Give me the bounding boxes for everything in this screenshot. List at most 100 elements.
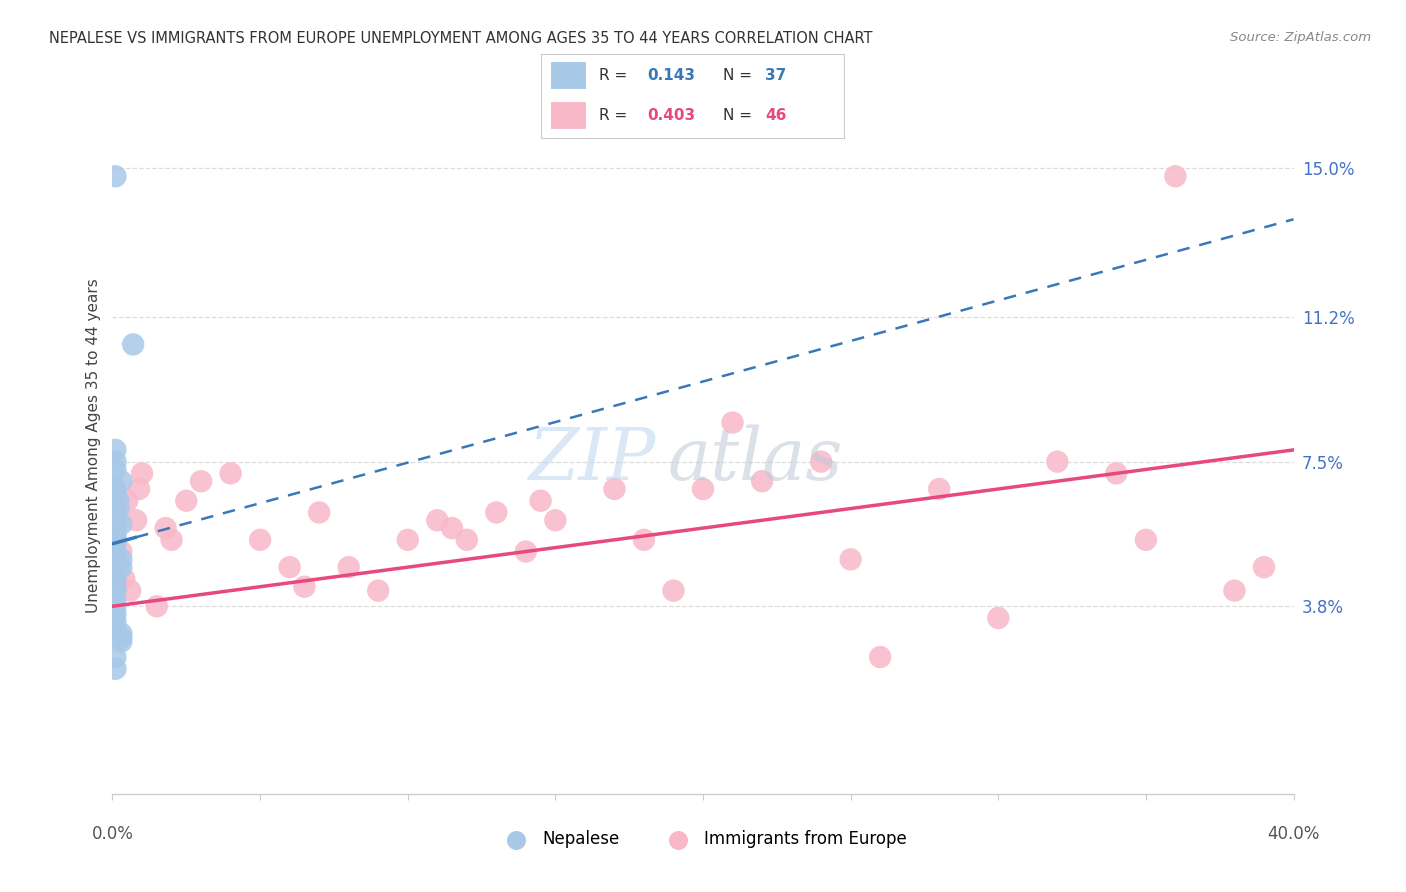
Point xyxy=(104,580,127,594)
Legend: Nepalese, Immigrants from Europe: Nepalese, Immigrants from Europe xyxy=(492,824,914,855)
Point xyxy=(292,580,315,594)
Point xyxy=(131,467,153,481)
Text: 0.143: 0.143 xyxy=(647,68,695,83)
Point xyxy=(104,529,127,543)
Point xyxy=(104,544,127,558)
Point xyxy=(122,337,145,351)
Point xyxy=(104,623,127,637)
Point xyxy=(367,583,389,598)
Point xyxy=(112,572,135,586)
Point xyxy=(146,599,169,614)
Point xyxy=(104,442,127,457)
Point xyxy=(104,568,127,582)
Point xyxy=(426,513,449,527)
FancyBboxPatch shape xyxy=(550,101,586,130)
Point xyxy=(104,169,127,184)
Point xyxy=(110,626,132,640)
Text: R =: R = xyxy=(599,108,627,123)
Point xyxy=(104,524,127,539)
Point xyxy=(110,552,132,566)
Point xyxy=(692,482,714,496)
Point xyxy=(104,572,127,586)
Point xyxy=(721,416,744,430)
Point xyxy=(117,493,138,508)
Point xyxy=(104,505,127,519)
Point xyxy=(104,615,127,629)
Point xyxy=(110,631,132,645)
Point xyxy=(104,599,127,614)
Text: R =: R = xyxy=(599,68,627,83)
Point xyxy=(485,505,508,519)
Point xyxy=(107,493,129,508)
Y-axis label: Unemployment Among Ages 35 to 44 years: Unemployment Among Ages 35 to 44 years xyxy=(86,278,101,614)
Point xyxy=(104,564,127,578)
Point xyxy=(110,474,132,488)
Point xyxy=(104,607,127,621)
Point xyxy=(107,560,129,574)
Point xyxy=(104,462,127,476)
Point xyxy=(1223,583,1246,598)
Point xyxy=(104,521,127,535)
Point xyxy=(104,455,127,469)
Point xyxy=(662,583,685,598)
Text: NEPALESE VS IMMIGRANTS FROM EUROPE UNEMPLOYMENT AMONG AGES 35 TO 44 YEARS CORREL: NEPALESE VS IMMIGRANTS FROM EUROPE UNEMP… xyxy=(49,31,873,46)
Point xyxy=(104,482,127,496)
Point xyxy=(1164,169,1187,184)
Point xyxy=(633,533,655,547)
Point xyxy=(104,533,127,547)
Point xyxy=(441,521,464,535)
Point xyxy=(104,537,127,551)
Point xyxy=(104,549,127,563)
Point xyxy=(308,505,330,519)
Point xyxy=(869,650,891,665)
Point xyxy=(107,501,129,516)
Text: 37: 37 xyxy=(765,68,786,83)
Text: 46: 46 xyxy=(765,108,786,123)
Point xyxy=(1105,467,1128,481)
Text: 40.0%: 40.0% xyxy=(1267,825,1320,843)
Text: ZIP: ZIP xyxy=(529,425,655,495)
Point xyxy=(104,486,127,500)
FancyBboxPatch shape xyxy=(550,62,586,90)
Point xyxy=(1046,455,1069,469)
Point xyxy=(839,552,862,566)
Point xyxy=(219,467,242,481)
Text: N =: N = xyxy=(723,108,752,123)
Point xyxy=(104,513,127,527)
Text: N =: N = xyxy=(723,68,752,83)
Point xyxy=(104,662,127,676)
Point xyxy=(104,583,127,598)
Point xyxy=(544,513,567,527)
Point xyxy=(104,591,127,606)
Text: 0.403: 0.403 xyxy=(647,108,695,123)
Text: atlas: atlas xyxy=(668,425,844,495)
Point xyxy=(120,583,142,598)
Point xyxy=(396,533,419,547)
Point xyxy=(155,521,177,535)
Point xyxy=(1135,533,1157,547)
Point xyxy=(1253,560,1275,574)
Point xyxy=(987,611,1010,625)
Point xyxy=(456,533,478,547)
Point xyxy=(603,482,626,496)
Point xyxy=(125,513,148,527)
Point xyxy=(104,650,127,665)
Point xyxy=(810,455,832,469)
Point xyxy=(174,493,197,508)
Point xyxy=(110,560,132,574)
Point xyxy=(751,474,773,488)
Point xyxy=(278,560,301,574)
Point xyxy=(928,482,950,496)
Point xyxy=(249,533,271,547)
Point xyxy=(110,634,132,648)
Point xyxy=(529,493,551,508)
Point xyxy=(160,533,183,547)
Text: 0.0%: 0.0% xyxy=(91,825,134,843)
Point xyxy=(515,544,537,558)
Point xyxy=(128,482,150,496)
Point xyxy=(110,544,132,558)
Point xyxy=(190,474,212,488)
Point xyxy=(104,533,127,547)
Point xyxy=(110,517,132,532)
Point xyxy=(337,560,360,574)
